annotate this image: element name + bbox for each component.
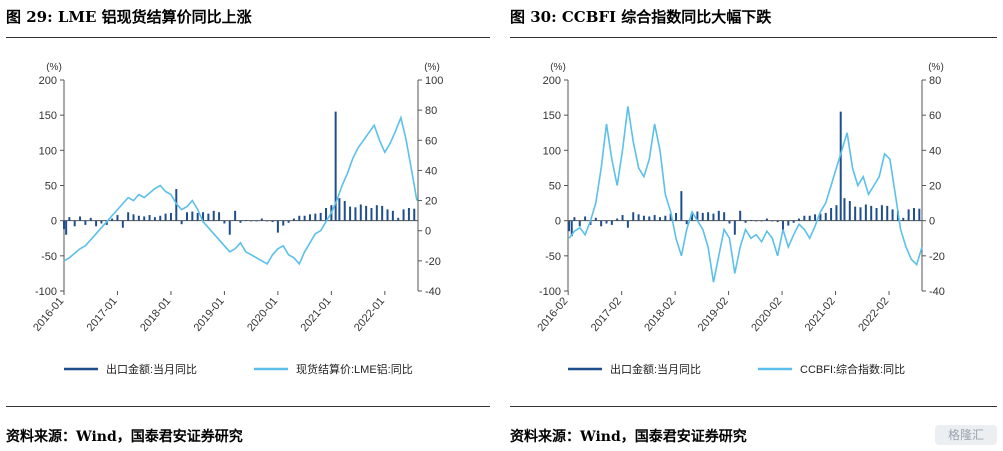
legend-label: 出口金额:当月同比 bbox=[610, 362, 701, 376]
title-rule bbox=[6, 37, 490, 38]
x-tick-label: 2016-02 bbox=[535, 295, 570, 334]
right-tick-label: 60 bbox=[929, 110, 941, 122]
chart-svg: (%) (%) -100 -50 0 50 100 150 200 -40 -20 0 20 40 60 80… bbox=[31, 62, 443, 376]
right-tick-label: -20 bbox=[425, 256, 441, 268]
figure-title: 图 29: LME 铝现货结算价同比上涨 bbox=[6, 8, 252, 26]
chart-panel-right: 图 30: CCBFI 综合指数同比大幅下跌 (%) (%) -100 -50 0 50 1… bbox=[510, 0, 997, 451]
x-tick-label: 2017-01 bbox=[85, 295, 120, 334]
right-tick-label: 20 bbox=[425, 196, 437, 208]
x-tick-label: 2021-02 bbox=[803, 295, 838, 334]
right-tick-label: 0 bbox=[929, 216, 935, 228]
left-tick-label: 100 bbox=[543, 145, 561, 157]
left-tick-label: 50 bbox=[549, 181, 561, 193]
chart-panel-left: 图 29: LME 铝现货结算价同比上涨 (%) (%) -100 -50 0 50 100… bbox=[6, 0, 490, 451]
source-note: 资料来源：Wind，国泰君安证券研究 bbox=[510, 429, 747, 445]
source-rule bbox=[6, 406, 490, 407]
right-tick-label: 60 bbox=[425, 135, 437, 147]
left-tick-label: 50 bbox=[45, 181, 57, 193]
x-tick-label: 2021-01 bbox=[299, 295, 334, 334]
left-tick-label: -100 bbox=[539, 286, 561, 298]
left-tick-label: -100 bbox=[35, 286, 57, 298]
left-tick-label: 200 bbox=[39, 75, 57, 87]
left-axis-unit: (%) bbox=[46, 62, 62, 73]
title-rule bbox=[510, 37, 997, 38]
left-tick-label: 200 bbox=[543, 75, 561, 87]
right-tick-label: 0 bbox=[425, 226, 431, 238]
figure-title: 图 30: CCBFI 综合指数同比大幅下跌 bbox=[510, 8, 772, 26]
x-tick-label: 2020-02 bbox=[749, 295, 784, 334]
source-rule bbox=[510, 406, 997, 407]
right-tick-label: 20 bbox=[929, 181, 941, 193]
right-axis-unit: (%) bbox=[928, 62, 944, 73]
right-tick-label: -40 bbox=[929, 286, 945, 298]
x-tick-label: 2022-01 bbox=[352, 295, 387, 334]
price-yoy-line bbox=[568, 106, 923, 283]
x-tick-label: 2018-01 bbox=[138, 295, 173, 334]
left-tick-label: 150 bbox=[543, 110, 561, 122]
right-tick-label: 40 bbox=[929, 145, 941, 157]
legend-label: 出口金额:当月同比 bbox=[106, 362, 197, 376]
left-tick-label: 0 bbox=[51, 216, 57, 228]
x-tick-label: 2020-01 bbox=[245, 295, 280, 334]
right-tick-label: 40 bbox=[425, 165, 437, 177]
source-note: 资料来源：Wind，国泰君安证券研究 bbox=[6, 429, 243, 445]
left-tick-label: -50 bbox=[41, 251, 57, 263]
right-tick-label: 80 bbox=[929, 75, 941, 87]
left-axis-unit: (%) bbox=[550, 62, 566, 73]
right-tick-label: 80 bbox=[425, 105, 437, 117]
chart-svg: (%) (%) -100 -50 0 50 100 150 200 -40 -20 0 20 40 60 80… bbox=[535, 62, 945, 376]
right-axis-unit: (%) bbox=[424, 62, 440, 73]
right-tick-label: 100 bbox=[425, 75, 443, 87]
x-tick-label: 2016-01 bbox=[31, 295, 66, 334]
legend-label: CCBFI:综合指数:同比 bbox=[800, 362, 905, 376]
left-tick-label: 0 bbox=[555, 216, 561, 228]
x-tick-label: 2019-02 bbox=[696, 295, 731, 334]
left-tick-label: 100 bbox=[39, 145, 57, 157]
price-yoy-line bbox=[63, 115, 418, 266]
right-tick-label: -20 bbox=[929, 251, 945, 263]
left-tick-label: 150 bbox=[39, 110, 57, 122]
right-tick-label: -40 bbox=[425, 286, 441, 298]
x-tick-label: 2022-02 bbox=[856, 295, 891, 334]
legend-label: 现货结算价:LME铝:同比 bbox=[296, 362, 413, 376]
left-tick-label: -50 bbox=[545, 251, 561, 263]
x-tick-label: 2017-02 bbox=[589, 295, 624, 334]
x-tick-label: 2019-01 bbox=[192, 295, 227, 334]
watermark-logo: 格隆汇 bbox=[935, 425, 997, 445]
x-tick-label: 2018-02 bbox=[642, 295, 677, 334]
